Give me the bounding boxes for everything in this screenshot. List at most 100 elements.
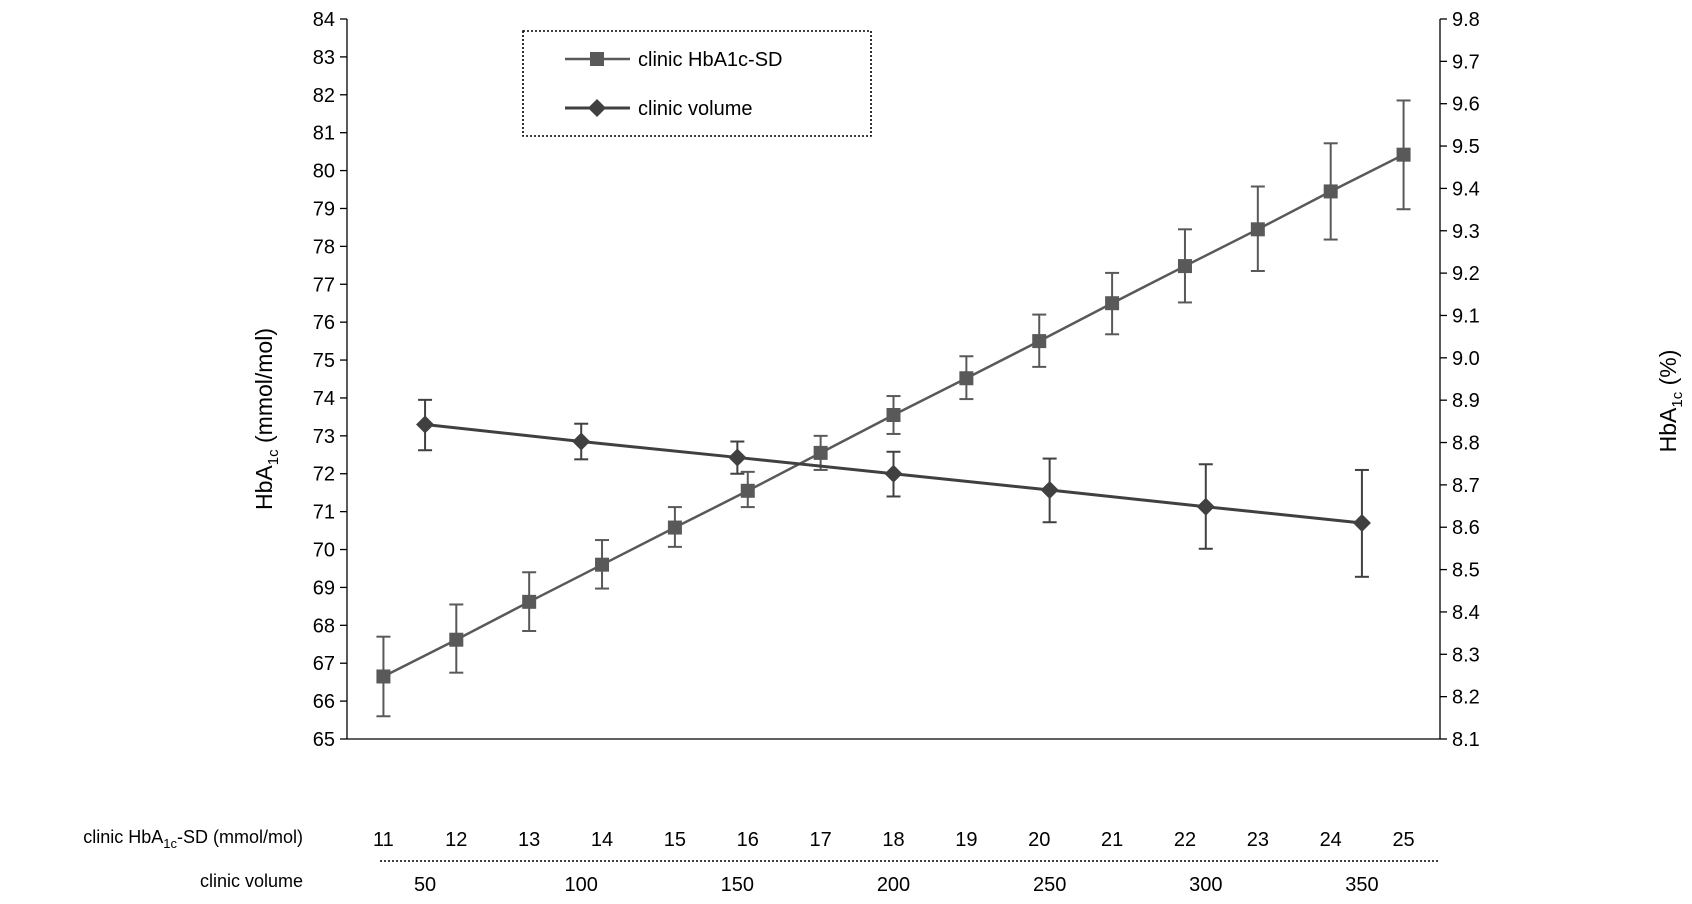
square-marker: [449, 632, 464, 647]
chart-axes: 65 66 67 68 69 70 71 72 73 74 75 76 77 78 79 80 81 82 83 84…: [313, 9, 1480, 896]
square-marker: [740, 483, 755, 498]
x-axis-sd-tick-label: 17: [810, 829, 832, 851]
x-axis-volume-tick-label: 100: [565, 874, 598, 896]
left-axis-tick-label: 69: [313, 577, 335, 599]
square-marker: [1323, 184, 1338, 199]
right-axis-tick-label: 8.9: [1452, 390, 1480, 412]
x-axis-sd-tick-label: 15: [664, 829, 686, 851]
left-axis-tick-label: 73: [313, 426, 335, 448]
right-axis-tick-label: 9.6: [1452, 94, 1480, 116]
left-axis-tick-label: 66: [313, 691, 335, 713]
legend-frame: [522, 30, 872, 137]
left-axis-tick-label: 67: [313, 653, 335, 675]
left-axis-tick-label: 84: [313, 9, 335, 31]
right-axis-tick-label: 9.7: [1452, 51, 1480, 73]
right-axis-tick-label: 8.7: [1452, 475, 1480, 497]
right-axis-tick-label: 8.1: [1452, 729, 1480, 751]
square-marker: [886, 408, 901, 422]
diamond-marker: [416, 415, 435, 434]
left-axis-title: HbA1c (mmol/mol): [251, 328, 282, 510]
legend-item-hba1c-sd: clinic HbA1c-SD: [565, 49, 782, 71]
x-axis-sd-tick-label: 14: [591, 829, 613, 851]
left-axis-tick-label: 65: [313, 729, 335, 751]
right-axis-tick-label: 8.6: [1452, 517, 1480, 539]
diamond-marker: [1040, 481, 1059, 500]
left-axis-tick-label: 78: [313, 236, 335, 258]
legend-label-hba1c-sd: clinic HbA1c-SD: [638, 49, 782, 71]
x-axis-volume-tick-label: 250: [1033, 874, 1066, 896]
x-axis-volume-tick-label: 300: [1189, 874, 1222, 896]
square-marker: [376, 669, 391, 684]
left-axis-tick-label: 82: [313, 85, 335, 107]
right-axis-tick-label: 9.0: [1452, 348, 1480, 370]
left-axis-tick-label: 80: [313, 161, 335, 183]
square-marker: [1396, 147, 1411, 162]
right-axis-tick-label: 8.3: [1452, 644, 1480, 666]
right-axis-tick-label: 9.2: [1452, 263, 1480, 285]
right-axis-tick-label: 9.8: [1452, 9, 1480, 31]
right-axis-tick-label: 9.1: [1452, 305, 1480, 327]
legend-diamond-marker: [588, 99, 606, 117]
series-hba1c-sd: [376, 99, 1411, 718]
legend: clinic HbA1c-SD clinic volume: [522, 30, 872, 137]
left-axis-tick-label: 77: [313, 274, 335, 296]
x-axis-sd-tick-label: 19: [955, 829, 977, 851]
left-axis-tick-label: 70: [313, 540, 335, 562]
left-axis-tick-label: 68: [313, 615, 335, 637]
x-axis-sd-tick-label: 13: [518, 829, 540, 851]
x-axis-sd-tick-label: 21: [1101, 829, 1123, 851]
right-axis-tick-label: 8.4: [1452, 602, 1480, 624]
x-axis-volume-tick-label: 50: [414, 874, 436, 896]
diamond-marker: [728, 448, 747, 467]
chart-series-layer: [376, 99, 1411, 718]
right-axis-tick-label: 8.5: [1452, 560, 1480, 582]
square-marker: [667, 520, 682, 535]
x-axis-sd-tick-label: 24: [1320, 829, 1342, 851]
left-axis-tick-label: 74: [313, 388, 335, 410]
x-axis-volume-tick-label: 150: [721, 874, 754, 896]
diamond-marker: [1352, 514, 1371, 532]
right-axis-tick-label: 8.8: [1452, 433, 1480, 455]
x-axis-volume-tick-label: 200: [877, 874, 910, 896]
x-axis-sd-tick-label: 22: [1174, 829, 1196, 851]
square-marker: [595, 557, 610, 572]
square-marker: [1032, 334, 1047, 349]
left-axis-tick-label: 72: [313, 464, 335, 486]
square-marker: [1250, 222, 1265, 237]
left-axis-tick-label: 75: [313, 350, 335, 372]
x-axis-sd-tick-label: 20: [1028, 829, 1050, 851]
left-axis-tick-label: 83: [313, 47, 335, 69]
diamond-marker: [1196, 497, 1215, 516]
legend-label-volume: clinic volume: [638, 98, 752, 120]
right-axis-tick-label: 9.3: [1452, 221, 1480, 243]
square-marker: [1105, 296, 1120, 311]
x-axis-sd-tick-label: 23: [1247, 829, 1269, 851]
right-axis-title: HbA1c (%): [1655, 350, 1686, 453]
x-axis-volume-tick-label: 350: [1345, 874, 1378, 896]
square-marker: [1177, 259, 1192, 274]
x-axis-sd-tick-label: 11: [373, 829, 394, 851]
left-axis-tick-label: 81: [313, 123, 335, 145]
x-axis-sd-tick-label: 25: [1392, 829, 1414, 851]
x-axis-sd-tick-label: 18: [882, 829, 904, 851]
square-marker: [522, 594, 537, 609]
right-axis-tick-label: 9.5: [1452, 136, 1480, 158]
diamond-marker: [572, 432, 591, 451]
x-axis-volume-label: clinic volume: [200, 871, 303, 891]
diamond-marker: [884, 464, 903, 483]
legend-square-marker: [590, 52, 604, 66]
square-marker: [813, 445, 828, 460]
right-axis-tick-label: 9.4: [1452, 178, 1480, 200]
left-axis-tick-label: 76: [313, 312, 335, 334]
x-axis-sd-tick-label: 16: [737, 829, 759, 851]
left-axis-tick-label: 71: [313, 502, 335, 524]
series-volume: [416, 398, 1371, 578]
legend-item-volume: clinic volume: [565, 98, 752, 120]
left-axis-tick-label: 79: [313, 198, 335, 220]
x-axis-sd-tick-label: 12: [445, 829, 467, 851]
square-marker: [959, 371, 974, 386]
right-axis-tick-label: 8.2: [1452, 687, 1480, 709]
x-axis-sd-label: clinic HbA1c-SD (mmol/mol): [83, 827, 303, 851]
